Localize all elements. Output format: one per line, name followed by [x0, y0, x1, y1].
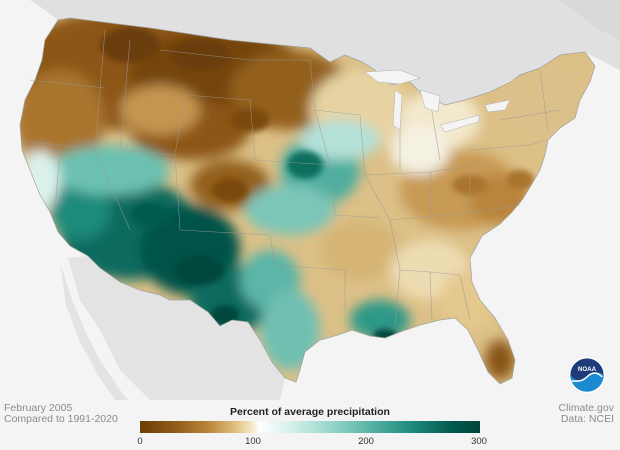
legend-tick-100: 100	[245, 436, 261, 447]
legend-title: Percent of average precipitation	[230, 406, 390, 418]
precipitation-map	[0, 0, 620, 400]
noaa-logo-icon: NOAA	[568, 356, 606, 394]
date-label: February 2005	[4, 402, 73, 414]
legend-tick-300: 300	[471, 436, 487, 447]
source-label: Climate.gov	[558, 402, 614, 414]
surrounding-land	[0, 0, 620, 400]
legend-tick-0: 0	[137, 436, 143, 447]
credits: Climate.gov Data: NCEI	[559, 403, 614, 425]
us-outline	[19, 17, 596, 385]
legend-tick-200: 200	[358, 436, 374, 447]
legend-color-bar	[140, 421, 480, 433]
data-credit-label: Data: NCEI	[560, 413, 614, 425]
state-borders	[21, 29, 561, 326]
noaa-logo-text: NOAA	[578, 366, 597, 373]
map-caption: February 2005 Compared to 1991-2020	[4, 403, 118, 425]
great-lakes	[364, 69, 511, 133]
baseline-label: Compared to 1991-2020	[4, 413, 118, 425]
